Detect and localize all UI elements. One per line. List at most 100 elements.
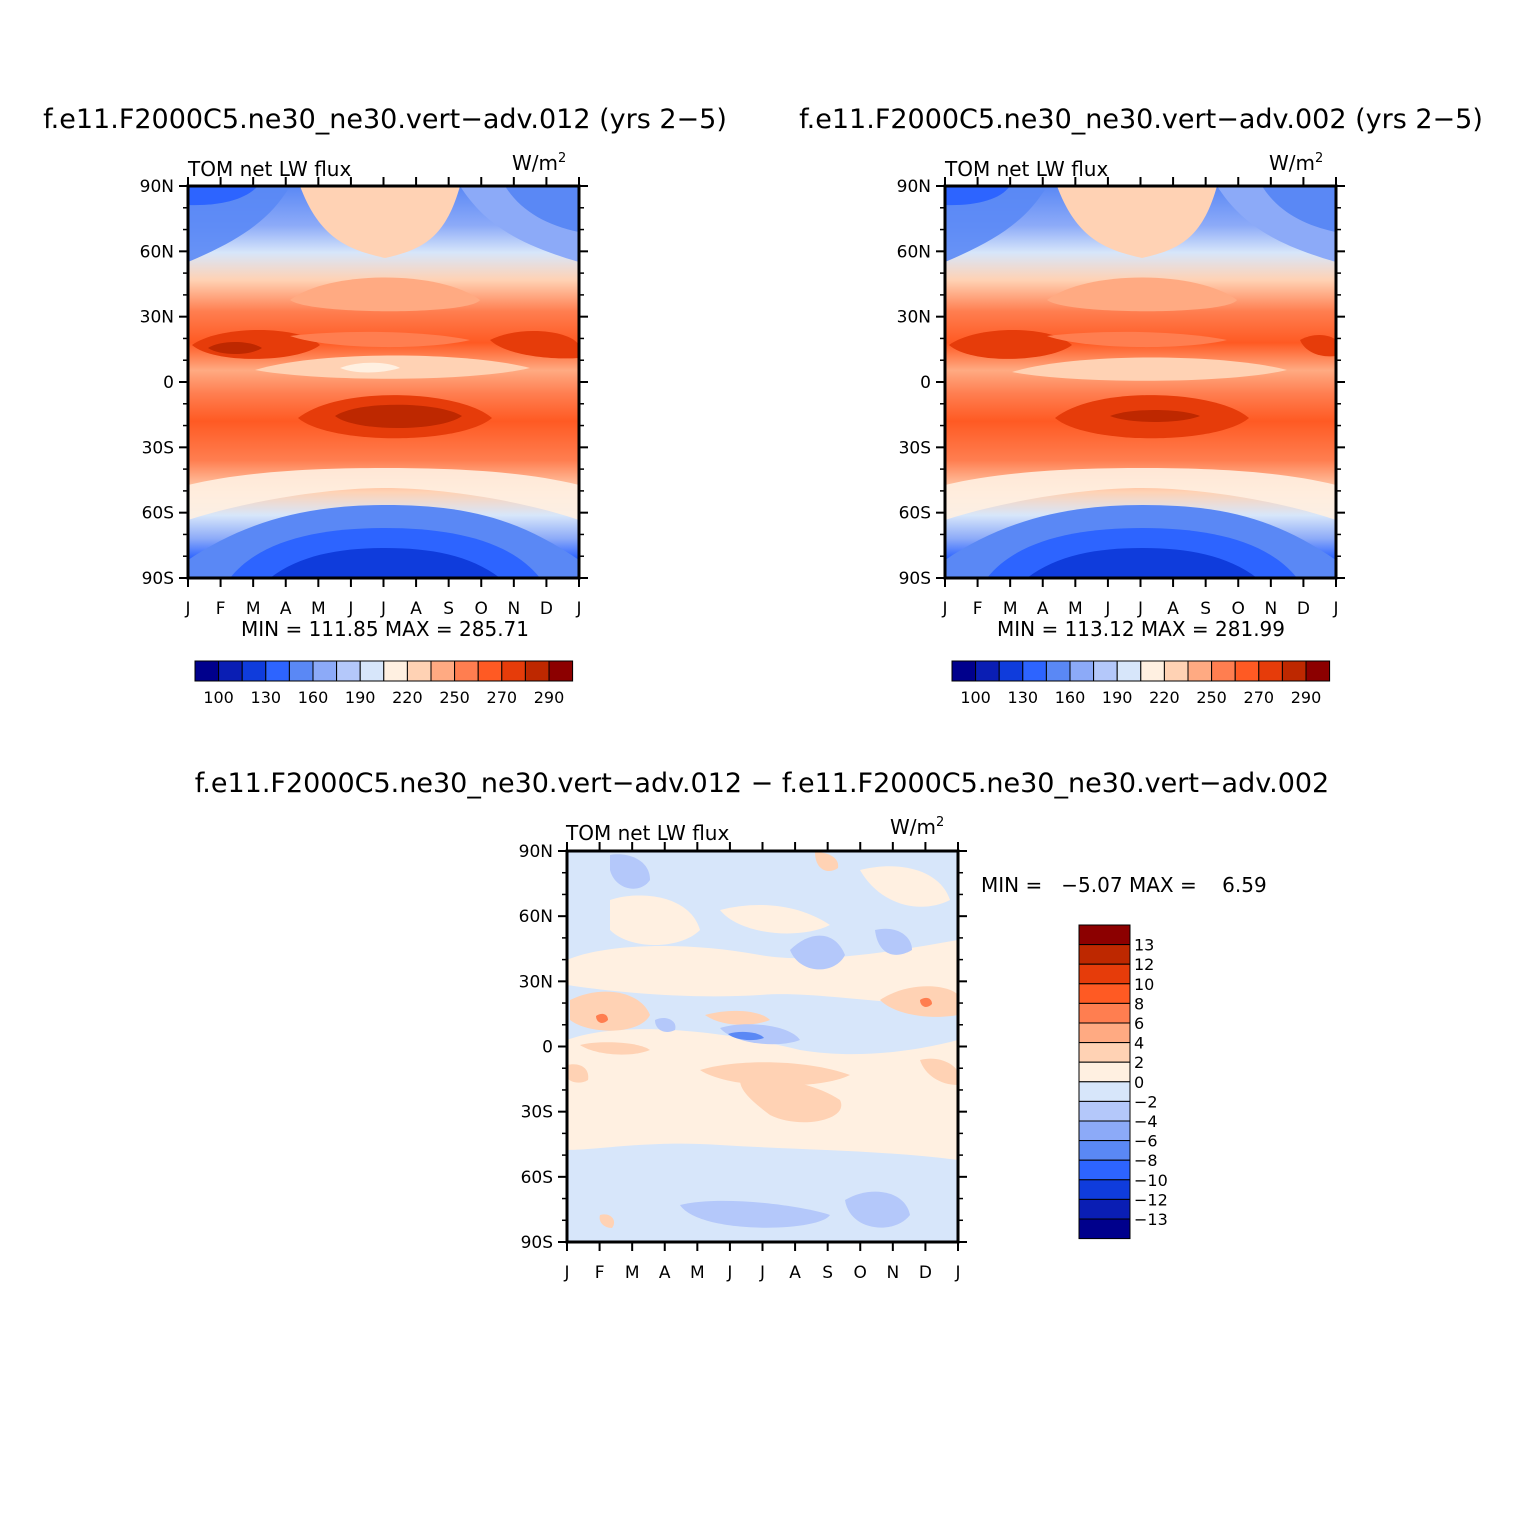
panel-2-y-tick-label: 90N [897, 177, 931, 197]
panel-3-colorbar-box [1078, 1140, 1131, 1161]
panel-3-colorbar-box [1078, 1002, 1131, 1024]
panel-3-y-tick-label: 30S [521, 1103, 553, 1123]
panel-3-y-tick-label: 30N [519, 972, 553, 992]
panel-2-units: W/m2 [1269, 151, 1323, 175]
panel-3-colorbar-box [1078, 1100, 1131, 1122]
panel-1-colorbar-box [194, 660, 220, 682]
panel-1-units: W/m2 [512, 151, 566, 175]
panel-2-min-max: MIN = 113.12 MAX = 281.99 [997, 617, 1285, 641]
panel-3-colorbar-box [1078, 1022, 1131, 1044]
panel-2-y-tick-label: 60S [899, 504, 931, 524]
panel-2-colorbar-box [951, 660, 977, 682]
panel-3-units-base: W/m [890, 815, 936, 839]
panel-1-colorbar-box [454, 660, 479, 682]
panel-2-x-tick-label: J [1104, 599, 1110, 619]
panel-2-field [945, 186, 1336, 578]
panel-2-x-tick-label: A [1167, 599, 1179, 619]
panel-3-colorbar-label: −2 [1134, 1092, 1158, 1111]
panel-3-colorbar-label: −4 [1134, 1112, 1158, 1131]
panel-1-colorbar-box [218, 660, 243, 682]
panel-3-colorbar-label: 6 [1134, 1014, 1144, 1033]
panel-2-colorbar-label: 100 [960, 688, 991, 707]
panel-2-colorbar-box [1163, 660, 1189, 682]
panel-1-x-tick-label: M [311, 599, 326, 619]
panel-1-x-tick-label: M [246, 599, 261, 619]
panel-1-colorbar-label: 290 [534, 688, 565, 707]
panel-3-x-tick-label: O [854, 1263, 867, 1283]
panel-3-colorbar-box [1078, 1198, 1131, 1220]
panel-3-colorbar-label: 2 [1134, 1053, 1144, 1072]
panel-2-units-exp: 2 [1315, 151, 1323, 166]
panel-3-y-tick-label: 60S [521, 1168, 553, 1188]
panel-1-colorbar-box [265, 660, 290, 682]
panel-1-y-tick-label: 90S [142, 569, 174, 589]
panel-2-x-tick-label: S [1200, 599, 1211, 619]
panel-2-colorbar-box [1281, 660, 1307, 682]
panel-1-colorbar-box [524, 660, 550, 682]
panel-2-y-tick-label: 60N [897, 242, 931, 262]
panel-3-x-tick-label: D [919, 1263, 932, 1283]
panel-1-y-tick-label: 30S [142, 438, 174, 458]
panel-3-field [567, 851, 958, 1242]
panel-2-colorbar-label: 220 [1149, 688, 1180, 707]
panel-1-x-tick-label: A [410, 599, 422, 619]
panel-1-colorbar: 100 130 160 190 220 250 270 290 [194, 660, 574, 707]
panel-1-x-tick-label: O [475, 599, 488, 619]
panel-2-colorbar-box [1022, 660, 1047, 682]
panel-2-y-tick-label: 30N [897, 308, 931, 328]
panel-3-colorbar-label: 13 [1134, 936, 1154, 955]
panel-3-colorbar-box [1078, 1061, 1131, 1083]
panel-2-x-tick-label: J [1332, 599, 1338, 619]
panel-3-colorbar-label: 8 [1134, 994, 1144, 1013]
panel-3-x-tick-label: M [625, 1263, 640, 1283]
panel-1-colorbar-box [406, 660, 432, 682]
panel-3-colorbar-box [1078, 1042, 1131, 1063]
panel-1-colorbar-box [359, 660, 385, 682]
panel-1-y-tick-label: 30N [140, 308, 174, 328]
panel-1-colorbar-label: 130 [251, 688, 282, 707]
panel-3-title: f.e11.F2000C5.ne30_ne30.vert−adv.012 − f… [195, 768, 1330, 799]
panel-2-colorbar-label: 270 [1244, 688, 1275, 707]
panel-1-colorbar-box [336, 660, 361, 682]
panel-1-x-tick-label: D [540, 599, 553, 619]
panel-2-colorbar-box [1045, 660, 1071, 682]
panel-2-x-tick-label: A [1037, 599, 1049, 619]
panel-1-colorbar-box [312, 660, 338, 682]
panel-3-colorbar-label: −6 [1134, 1132, 1158, 1151]
panel-3-colorbar-box [1078, 1159, 1131, 1181]
panel-2-colorbar-box [1234, 660, 1260, 682]
panel-3-colorbar-label: 0 [1134, 1073, 1144, 1092]
panel-3-units: W/m2 [890, 815, 944, 839]
panel-1-field [188, 186, 579, 578]
panel-2-x-tick-label: N [1264, 599, 1277, 619]
panel-3-colorbar-box [1078, 983, 1131, 1004]
panel-3-y-tick-label: 0 [542, 1038, 553, 1058]
panel-2-x-tick-label: O [1232, 599, 1245, 619]
panel-1-colorbar-label: 270 [487, 688, 518, 707]
panel-2-left-string: TOM net LW flux [944, 157, 1108, 181]
panel-2-units-base: W/m [1269, 151, 1315, 175]
panel-1: f.e11.F2000C5.ne30_ne30.vert−adv.012 (yr… [43, 104, 727, 707]
panel-2-colorbar-label: 250 [1196, 688, 1227, 707]
panel-3-units-exp: 2 [936, 815, 944, 830]
panel-3-colorbar-label: −10 [1134, 1171, 1168, 1190]
panel-2-colorbar-label: 130 [1008, 688, 1039, 707]
panel-3-y-tick-label: 90N [519, 842, 553, 862]
panel-2-x-tick-label: D [1297, 599, 1310, 619]
panel-3-min-max: MIN = −5.07 MAX = 6.59 [981, 873, 1267, 897]
panel-1-y-tick-labels: 90N 60N 30N 0 30S 60S 90S [140, 177, 588, 589]
panel-2-colorbar-label: 190 [1102, 688, 1133, 707]
panel-2-colorbar-box [1211, 660, 1236, 682]
panel-1-x-tick-label: F [216, 599, 226, 619]
panel-1-colorbar-box [477, 660, 503, 682]
panel-2: f.e11.F2000C5.ne30_ne30.vert−adv.002 (yr… [799, 104, 1483, 707]
panel-3-colorbar-label: 4 [1134, 1034, 1144, 1053]
panel-2-colorbar-box [1069, 660, 1095, 682]
panel-3-x-tick-label: S [822, 1263, 833, 1283]
panel-2-colorbar-box [1187, 660, 1213, 682]
panel-1-colorbar-box [430, 660, 456, 682]
panel-3-y-tick-label: 60N [519, 907, 553, 927]
panel-3-colorbar-label: 12 [1134, 955, 1154, 974]
